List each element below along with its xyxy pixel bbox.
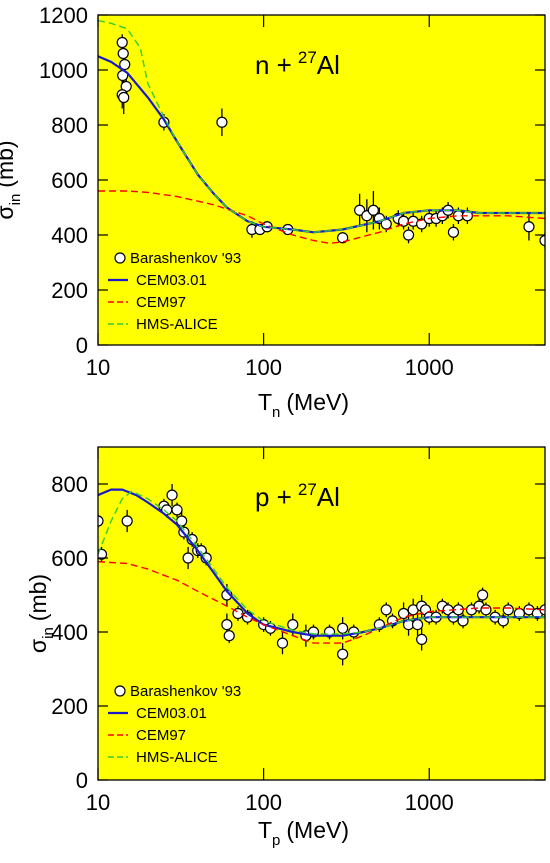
y-axis-label: σin (mb) xyxy=(0,140,24,219)
y-tick-label: 800 xyxy=(51,113,88,138)
x-tick-label: 10 xyxy=(86,355,110,380)
data-point xyxy=(416,633,428,646)
data-point xyxy=(119,58,131,71)
legend-label: HMS-ALICE xyxy=(136,749,218,766)
data-point xyxy=(182,552,194,564)
data-point xyxy=(337,622,349,634)
y-tick-label: 200 xyxy=(51,278,88,303)
data-point xyxy=(98,515,104,527)
annotation-text: p + xyxy=(255,482,292,512)
data-point xyxy=(337,232,349,244)
data-point xyxy=(118,91,130,104)
x-label-sub: p xyxy=(272,832,280,849)
data-point xyxy=(223,630,235,642)
data-point xyxy=(480,604,492,616)
y-tick-label: 1000 xyxy=(39,58,88,83)
legend-label: Barashenkov '93 xyxy=(130,683,241,700)
x-tick-label: 1000 xyxy=(405,355,454,380)
x-tick-label: 10 xyxy=(86,790,110,815)
annotation-text: Al xyxy=(317,482,340,512)
data-point xyxy=(166,489,178,501)
annotation: p + 27Al xyxy=(255,480,340,512)
x-label-sub: n xyxy=(272,404,280,421)
curve xyxy=(98,561,545,644)
data-point xyxy=(337,648,349,660)
plot-frame xyxy=(97,446,546,781)
legend-label: HMS-ALICE xyxy=(136,316,218,333)
x-label-main: T xyxy=(258,817,272,843)
y-tick-label: 600 xyxy=(51,546,88,571)
legend-symbol xyxy=(114,685,126,697)
x-tick-label: 100 xyxy=(245,355,282,380)
data-point xyxy=(416,218,428,230)
y-label-main: σ xyxy=(25,639,51,653)
data-point xyxy=(117,47,129,60)
data-point xyxy=(477,589,489,601)
annotation-superscript: 27 xyxy=(298,48,317,67)
legend-label: CEM97 xyxy=(136,294,186,311)
data-point xyxy=(539,234,545,247)
data-point xyxy=(367,204,379,216)
x-axis-label: Tp (MeV) xyxy=(258,817,349,849)
y-tick-label: 400 xyxy=(51,223,88,248)
x-label-unit: (MeV) xyxy=(286,389,349,415)
y-label-sub: in xyxy=(7,194,24,206)
plot-area xyxy=(98,484,545,666)
data-point xyxy=(221,618,233,631)
data-point xyxy=(287,618,299,631)
data-point xyxy=(380,604,392,616)
y-tick-label: 200 xyxy=(51,694,88,719)
legend-label: Barashenkov '93 xyxy=(130,250,241,267)
annotation-text: n + xyxy=(255,50,292,80)
annotation: n + 27Al xyxy=(255,48,340,80)
legend-label: CEM97 xyxy=(136,727,186,744)
y-tick-label: 0 xyxy=(76,768,88,793)
curve xyxy=(98,19,545,234)
data-point xyxy=(116,36,128,49)
curve xyxy=(98,190,545,245)
y-label-unit: (mb) xyxy=(0,140,18,187)
y-tick-label: 600 xyxy=(51,168,88,193)
data-point xyxy=(497,615,509,627)
plot-area xyxy=(98,19,545,249)
x-label-unit: (MeV) xyxy=(286,817,349,843)
data-point xyxy=(447,226,460,238)
legend-label: CEM03.01 xyxy=(136,272,207,289)
data-point xyxy=(457,615,469,627)
data-point xyxy=(402,229,415,241)
legend-symbol xyxy=(114,252,126,264)
x-axis-label: Tn (MeV) xyxy=(258,389,349,421)
annotation-superscript: 27 xyxy=(298,480,317,499)
y-tick-label: 1200 xyxy=(39,3,88,28)
data-point xyxy=(216,116,228,128)
x-tick-label: 1000 xyxy=(405,790,454,815)
data-point xyxy=(502,604,514,616)
y-label-sub: in xyxy=(40,627,57,639)
curve xyxy=(98,488,545,637)
data-point xyxy=(171,504,183,516)
data-point xyxy=(523,221,535,233)
annotation-text: Al xyxy=(317,50,340,80)
curve xyxy=(98,490,545,635)
y-tick-label: 0 xyxy=(76,333,88,358)
x-tick-label: 100 xyxy=(245,790,282,815)
data-point xyxy=(98,548,108,560)
data-point xyxy=(276,637,289,649)
y-axis-label: σin (mb) xyxy=(25,574,57,653)
plot-background xyxy=(98,15,545,345)
x-label-main: T xyxy=(258,389,272,415)
y-tick-label: 800 xyxy=(51,472,88,497)
data-point xyxy=(121,515,133,527)
y-label-unit: (mb) xyxy=(25,574,51,621)
y-label-main: σ xyxy=(0,205,18,219)
legend-label: CEM03.01 xyxy=(136,705,207,722)
y-tick-label: 400 xyxy=(51,620,88,645)
data-point xyxy=(411,618,424,631)
